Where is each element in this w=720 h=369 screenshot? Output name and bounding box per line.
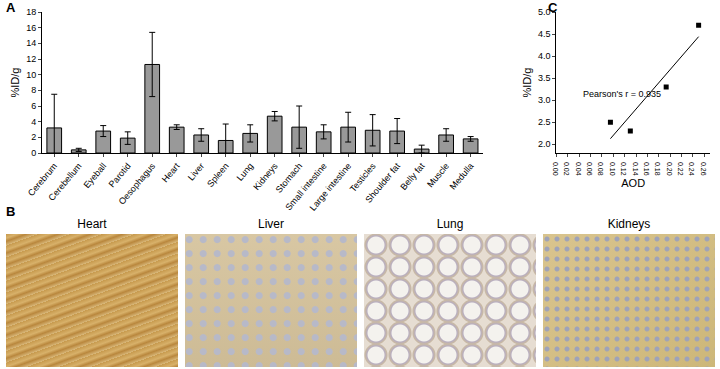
svg-text:Cerebrum: Cerebrum bbox=[26, 161, 59, 198]
html-text:Heart: Heart bbox=[77, 217, 107, 231]
svg-text:Eyeball: Eyeball bbox=[82, 161, 109, 190]
svg-text:0.20: 0.20 bbox=[666, 162, 673, 176]
svg-text:2.0: 2.0 bbox=[538, 139, 551, 149]
svg-text:Liver: Liver bbox=[186, 161, 206, 182]
svg-text:14: 14 bbox=[26, 38, 36, 48]
svg-text:0.14: 0.14 bbox=[632, 162, 639, 176]
svg-text:0.16: 0.16 bbox=[643, 162, 650, 176]
html-text:Kidneys: Kidneys bbox=[607, 217, 651, 231]
svg-text:16: 16 bbox=[26, 23, 36, 33]
svg-text:%ID/g: %ID/g bbox=[9, 68, 21, 98]
html-text:A: A bbox=[6, 0, 16, 15]
svg-text:Testicles: Testicles bbox=[348, 161, 378, 194]
svg-text:0.02: 0.02 bbox=[563, 162, 570, 176]
svg-text:0.08: 0.08 bbox=[597, 162, 604, 176]
svg-text:4.0: 4.0 bbox=[538, 51, 551, 61]
svg-text:8: 8 bbox=[31, 85, 36, 95]
svg-text:Pearson's r = 0.935: Pearson's r = 0.935 bbox=[583, 89, 661, 99]
svg-text:2: 2 bbox=[31, 132, 36, 142]
svg-text:0.10: 0.10 bbox=[609, 162, 616, 176]
html-text:B: B bbox=[6, 204, 16, 219]
svg-text:18: 18 bbox=[26, 7, 36, 17]
svg-text:Muscle: Muscle bbox=[425, 161, 451, 189]
svg-text:2.5: 2.5 bbox=[538, 117, 551, 127]
svg-text:0.24: 0.24 bbox=[688, 162, 695, 176]
svg-text:Medulla: Medulla bbox=[448, 161, 476, 192]
svg-text:0.06: 0.06 bbox=[586, 162, 593, 176]
svg-text:Cerebellum: Cerebellum bbox=[46, 161, 83, 203]
svg-text:Spleen: Spleen bbox=[205, 161, 231, 189]
svg-text:10: 10 bbox=[26, 70, 36, 80]
svg-text:Stomach: Stomach bbox=[274, 161, 304, 195]
svg-text:Large intestine: Large intestine bbox=[308, 161, 354, 213]
svg-text:5.0: 5.0 bbox=[538, 7, 551, 18]
svg-text:Oesophagus: Oesophagus bbox=[117, 161, 158, 207]
svg-text:4: 4 bbox=[31, 117, 36, 127]
svg-text:3.0: 3.0 bbox=[538, 95, 551, 105]
svg-text:Heart: Heart bbox=[160, 161, 182, 185]
svg-text:Belly fat: Belly fat bbox=[398, 161, 427, 192]
svg-text:0.00: 0.00 bbox=[552, 162, 559, 176]
svg-text:0.12: 0.12 bbox=[620, 162, 627, 176]
svg-text:Lung: Lung bbox=[235, 161, 256, 183]
svg-text:0.04: 0.04 bbox=[575, 162, 582, 176]
svg-text:Kidneys: Kidneys bbox=[251, 161, 280, 192]
svg-text:%ID/g: %ID/g bbox=[521, 68, 533, 98]
svg-text:Shoulder fat: Shoulder fat bbox=[363, 161, 402, 205]
svg-text:12: 12 bbox=[26, 54, 36, 64]
svg-text:0.18: 0.18 bbox=[654, 162, 661, 176]
html-text:Lung: Lung bbox=[436, 217, 464, 231]
html-text:Liver: Liver bbox=[258, 217, 284, 231]
svg-text:Small intestine: Small intestine bbox=[283, 161, 328, 212]
svg-text:3.5: 3.5 bbox=[538, 73, 551, 83]
svg-text:4.5: 4.5 bbox=[538, 29, 551, 39]
svg-text:AOD: AOD bbox=[621, 177, 645, 189]
svg-text:Parotid: Parotid bbox=[107, 161, 133, 189]
svg-text:6: 6 bbox=[31, 101, 36, 111]
svg-text:0.26: 0.26 bbox=[700, 162, 707, 176]
svg-text:0: 0 bbox=[31, 148, 36, 158]
html-text:C: C bbox=[548, 0, 558, 15]
svg-text:0.22: 0.22 bbox=[677, 162, 684, 176]
